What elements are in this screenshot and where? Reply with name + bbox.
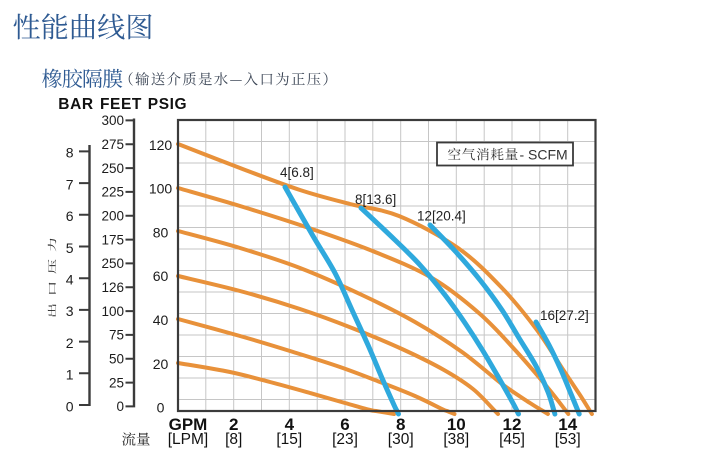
svg-text:0: 0 — [66, 398, 74, 414]
svg-text:- SCFM: - SCFM — [520, 146, 568, 162]
svg-text:[30]: [30] — [388, 431, 414, 448]
svg-text:6: 6 — [340, 415, 349, 434]
svg-text:40: 40 — [153, 312, 169, 328]
svg-text:12[20.4]: 12[20.4] — [417, 209, 466, 224]
svg-text:[38]: [38] — [443, 431, 469, 448]
svg-text:[LPM]: [LPM] — [168, 431, 208, 448]
svg-text:200: 200 — [101, 209, 124, 224]
svg-text:100: 100 — [101, 304, 124, 319]
svg-text:4: 4 — [285, 415, 295, 434]
svg-text:12: 12 — [503, 415, 522, 434]
svg-text:16[27.2]: 16[27.2] — [540, 308, 589, 323]
svg-text:250: 250 — [101, 256, 124, 271]
svg-text:6: 6 — [66, 208, 74, 224]
svg-text:FEET: FEET — [100, 96, 142, 113]
svg-text:50: 50 — [109, 352, 124, 367]
svg-text:20: 20 — [153, 356, 169, 372]
svg-text:0: 0 — [157, 400, 165, 416]
svg-text:275: 275 — [101, 137, 124, 152]
svg-text:[8]: [8] — [225, 431, 242, 448]
svg-text:1: 1 — [66, 367, 74, 383]
svg-text:8[13.6]: 8[13.6] — [355, 192, 396, 207]
svg-text:2: 2 — [229, 415, 238, 434]
svg-text:8: 8 — [66, 145, 74, 161]
svg-text:10: 10 — [447, 415, 466, 434]
svg-text:14: 14 — [558, 415, 577, 434]
svg-text:7: 7 — [66, 176, 74, 192]
svg-text:8: 8 — [396, 415, 405, 434]
svg-text:[15]: [15] — [276, 431, 302, 448]
svg-text:25: 25 — [109, 375, 124, 390]
svg-text:BAR: BAR — [58, 96, 93, 113]
svg-text:300: 300 — [101, 113, 124, 128]
svg-text:225: 225 — [101, 185, 124, 200]
svg-text:75: 75 — [109, 328, 124, 343]
svg-text:250: 250 — [101, 161, 124, 176]
svg-text:3: 3 — [66, 303, 74, 319]
svg-text:60: 60 — [153, 268, 169, 284]
svg-text:100: 100 — [149, 181, 173, 197]
svg-text:[45]: [45] — [499, 431, 525, 448]
svg-text:4: 4 — [66, 272, 74, 288]
svg-text:[53]: [53] — [555, 431, 581, 448]
svg-text:2: 2 — [66, 335, 74, 351]
svg-text:5: 5 — [66, 240, 74, 256]
svg-text:120: 120 — [149, 137, 173, 153]
svg-text:0: 0 — [116, 399, 124, 414]
svg-text:80: 80 — [153, 224, 169, 240]
svg-text:GPM: GPM — [169, 415, 208, 434]
svg-text:4[6.8]: 4[6.8] — [280, 165, 314, 180]
svg-text:126: 126 — [101, 280, 124, 295]
svg-text:[23]: [23] — [332, 431, 358, 448]
svg-text:PSIG: PSIG — [148, 96, 187, 113]
svg-text:175: 175 — [101, 232, 124, 247]
